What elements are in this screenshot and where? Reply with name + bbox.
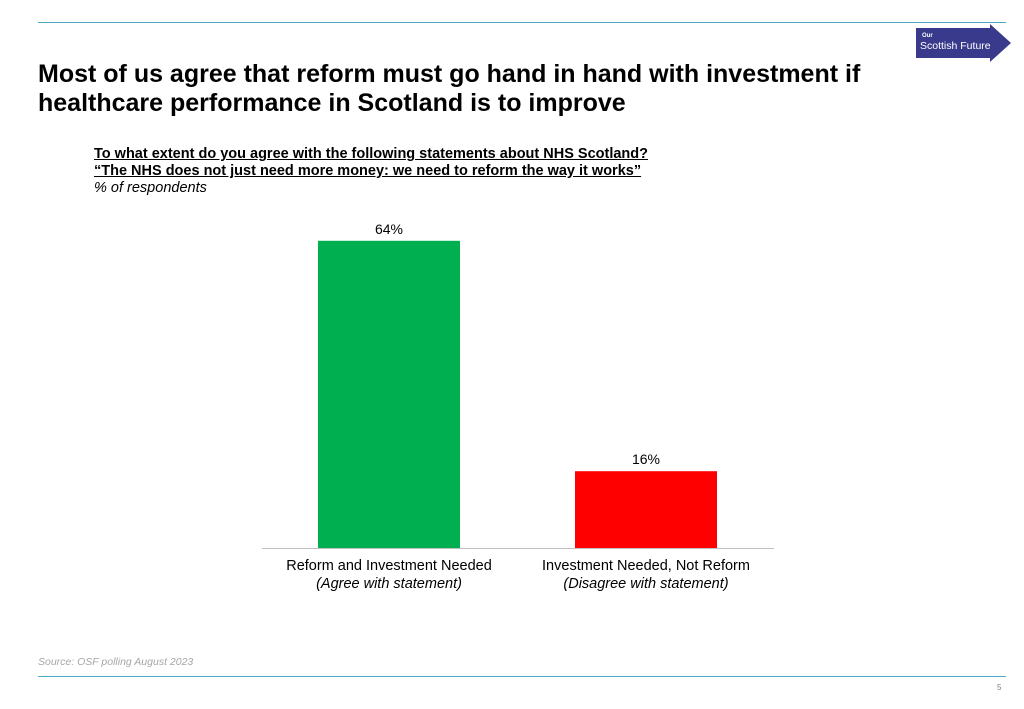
category-label-1: Reform and Investment Needed (286, 558, 492, 574)
page-number: 5 (997, 683, 1002, 692)
bottom-rule (38, 676, 1006, 677)
logo-small-text: Our (922, 33, 933, 39)
logo-arrow-icon: Our Scottish Future (916, 24, 1011, 62)
data-label-1: 64% (375, 221, 403, 237)
category-sublabel-2: (Disagree with statement) (563, 576, 728, 592)
category-label-2: Investment Needed, Not Reform (542, 558, 750, 574)
category-sublabel-1: (Agree with statement) (316, 576, 462, 592)
unit-label: % of respondents (94, 180, 207, 196)
logo-main-text: Scottish Future (920, 40, 991, 52)
question-line-1: To what extent do you agree with the fol… (94, 146, 648, 162)
bar-1 (318, 240, 460, 549)
bar-2 (575, 471, 717, 548)
slide-title: Most of us agree that reform must go han… (38, 60, 918, 118)
survey-question: To what extent do you agree with the fol… (94, 146, 648, 197)
data-label-2: 16% (632, 451, 660, 467)
question-line-2: “The NHS does not just need more money: … (94, 163, 642, 179)
our-scottish-future-logo: Our Scottish Future (914, 24, 1012, 62)
source-note: Source: OSF polling August 2023 (38, 656, 194, 668)
top-rule (38, 22, 1006, 23)
title-line-2: healthcare performance in Scotland is to… (38, 89, 626, 117)
title-line-1: Most of us agree that reform must go han… (38, 60, 861, 88)
